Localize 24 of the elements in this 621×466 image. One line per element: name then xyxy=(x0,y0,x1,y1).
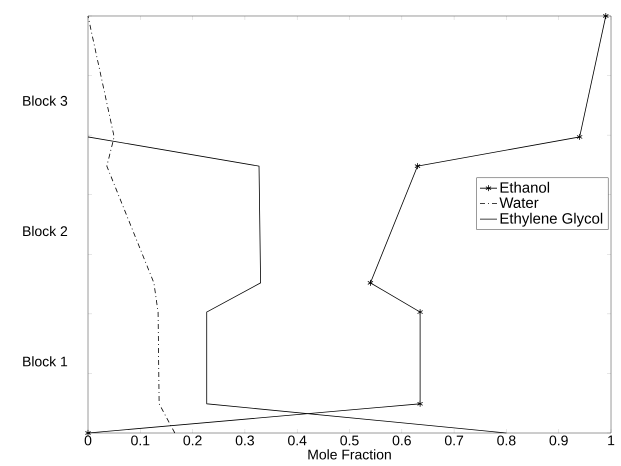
point xyxy=(367,279,374,286)
legend-label: Water xyxy=(499,198,538,208)
x-tick-label: 0.3 xyxy=(236,436,254,446)
x-tick-label: 0.5 xyxy=(340,436,359,446)
legend-label: Ethanol xyxy=(500,182,550,193)
point xyxy=(414,162,420,170)
x-tick-label: 0.8 xyxy=(497,436,516,446)
x-tick-label: 0.2 xyxy=(183,436,202,446)
text: Block 3 xyxy=(23,96,68,106)
text: Block 2 xyxy=(23,226,68,236)
point xyxy=(417,308,424,316)
x-tick-label: 1 xyxy=(608,436,614,446)
x-tick-label: 0 xyxy=(84,436,92,446)
x-tick-label: 0.7 xyxy=(444,436,464,446)
point xyxy=(602,12,609,20)
x-tick-label: 0.6 xyxy=(392,436,411,446)
x-tick-label: 0.1 xyxy=(131,436,150,446)
point xyxy=(417,400,424,408)
text: Block 1 xyxy=(23,356,68,366)
point xyxy=(576,134,583,140)
x-tick-label: 0.4 xyxy=(288,436,306,446)
x-axis-title: Mole Fraction xyxy=(308,449,391,460)
legend-label: Ethylene Glycol xyxy=(500,212,602,227)
x-tick-label: 0.9 xyxy=(550,436,568,446)
